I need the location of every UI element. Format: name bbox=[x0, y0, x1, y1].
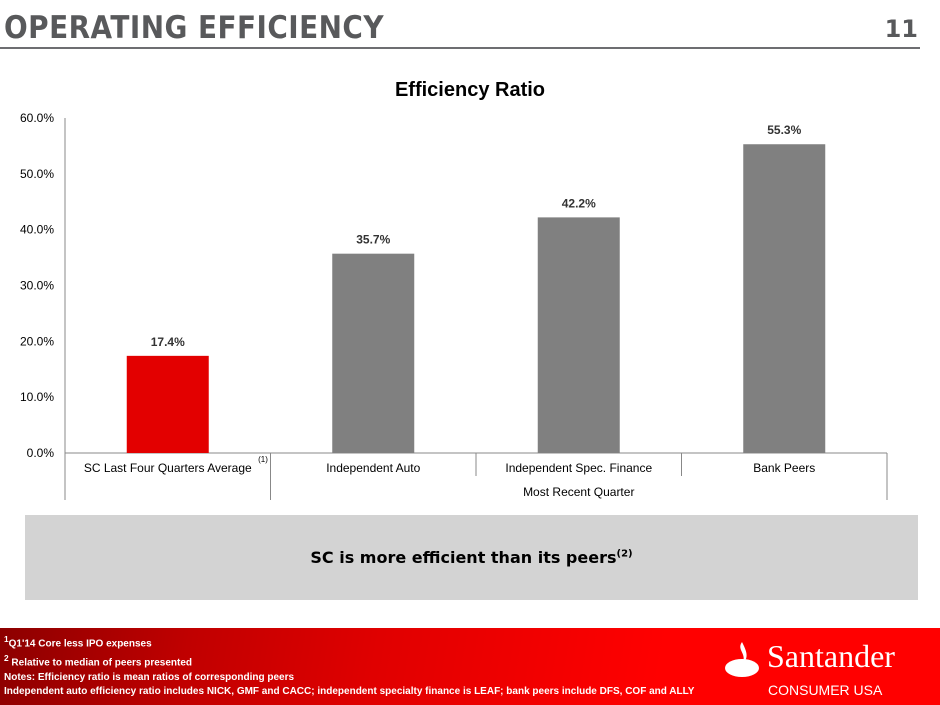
data-label: 42.2% bbox=[562, 196, 596, 210]
y-tick-label: 10.0% bbox=[20, 390, 54, 404]
y-tick-label: 30.0% bbox=[20, 279, 54, 293]
bar bbox=[537, 217, 620, 453]
header-divider bbox=[0, 47, 920, 49]
x-tick-label: Independent Spec. Finance bbox=[505, 461, 652, 475]
bar bbox=[126, 355, 209, 453]
y-tick-label: 0.0% bbox=[27, 446, 55, 460]
footnote-sup: 2 bbox=[4, 653, 9, 664]
data-label: 35.7% bbox=[356, 233, 390, 247]
data-label: 55.3% bbox=[767, 123, 801, 137]
page-number: 11 bbox=[884, 15, 918, 43]
x-tick-label: Independent Auto bbox=[326, 461, 420, 475]
chart-title: Efficiency Ratio bbox=[395, 79, 545, 101]
callout-main: SC is more efficient than its peers bbox=[310, 548, 617, 567]
y-tick-label: 50.0% bbox=[20, 167, 54, 181]
callout-box: SC is more efficient than its peers(2) bbox=[25, 515, 918, 600]
y-tick-label: 40.0% bbox=[20, 223, 54, 237]
footnote: 1Q1'14 Core less IPO expenses bbox=[4, 632, 694, 651]
data-label: 17.4% bbox=[151, 335, 185, 349]
callout-text: SC is more efficient than its peers(2) bbox=[310, 548, 632, 567]
y-tick-label: 20.0% bbox=[20, 334, 54, 348]
callout-sup: (2) bbox=[616, 548, 633, 560]
group-label: Most Recent Quarter bbox=[523, 485, 634, 499]
flame-icon bbox=[725, 642, 759, 677]
x-tick-label: Bank Peers bbox=[753, 461, 815, 475]
logo-sub: CONSUMER USA bbox=[768, 682, 883, 698]
footnote: Notes: Efficiency ratio is mean ratios o… bbox=[4, 671, 694, 685]
x-tick-label: SC Last Four Quarters Average bbox=[84, 461, 252, 475]
efficiency-ratio-chart: Efficiency Ratio 0.0% 10.0% 20.0% 30.0% 40.0%… bbox=[20, 79, 888, 500]
logo-name: Santander bbox=[767, 638, 895, 674]
footnote-text: Relative to median of peers presented bbox=[11, 657, 193, 669]
footnote-text: Notes: Efficiency ratio is mean ratios o… bbox=[4, 671, 295, 683]
footnote: 2 Relative to median of peers presented bbox=[4, 651, 694, 670]
bar bbox=[332, 253, 415, 453]
footnote: Independent auto efficiency ratio includ… bbox=[4, 685, 694, 699]
footnote-text: Q1'14 Core less IPO expenses bbox=[8, 638, 152, 650]
y-tick-label: 60.0% bbox=[20, 111, 54, 125]
footnotes: 1Q1'14 Core less IPO expenses 2 Relative… bbox=[4, 632, 694, 699]
footnote-sup: 1 bbox=[4, 634, 9, 644]
footnote-text: Independent auto efficiency ratio includ… bbox=[4, 685, 695, 697]
bar bbox=[743, 144, 826, 453]
page-title: OPERATING EFFICIENCY bbox=[4, 10, 385, 46]
category-footnote: (1) bbox=[258, 455, 268, 464]
footer-banner: 1Q1'14 Core less IPO expenses 2 Relative… bbox=[0, 628, 940, 705]
